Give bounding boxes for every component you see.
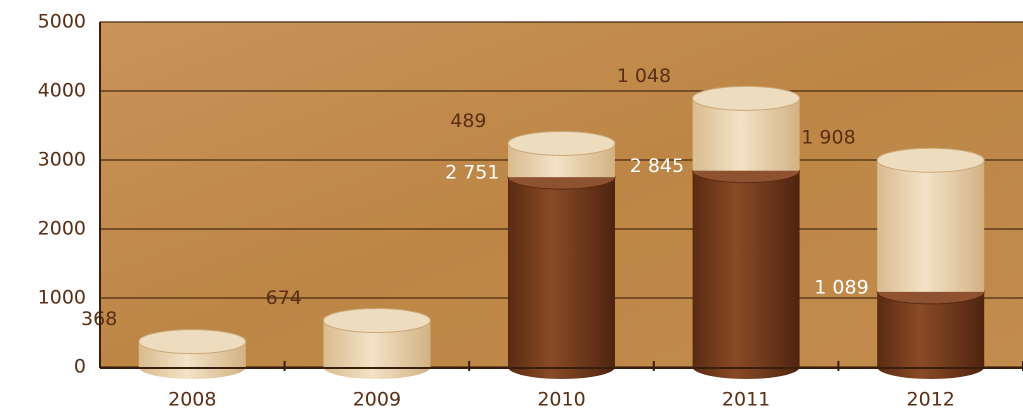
y-tick-label: 4000	[38, 80, 86, 102]
cylinder-top	[322, 307, 431, 333]
y-tick-label: 3000	[38, 149, 86, 171]
x-tick-label: 2010	[537, 389, 585, 411]
value-label: 674	[266, 287, 302, 309]
bar	[877, 291, 985, 367]
y-tick-label: 2000	[38, 218, 86, 240]
value-label: 1 089	[814, 276, 868, 298]
y-tick-label: 0	[74, 356, 86, 378]
bar	[508, 177, 615, 367]
cylinder-top	[876, 147, 985, 173]
cylinder-top	[692, 85, 801, 111]
value-label: 1 048	[617, 65, 671, 87]
x-tick-label: 2008	[168, 389, 216, 411]
x-tick-label: 2012	[907, 389, 955, 411]
y-tick-label: 1000	[38, 287, 86, 309]
y-tick-label: 5000	[38, 11, 86, 33]
value-label: 2 845	[630, 155, 684, 177]
value-label: 2 751	[445, 162, 499, 184]
value-label: 489	[450, 110, 486, 132]
value-label: 1 908	[801, 127, 855, 149]
x-tick-label: 2009	[353, 389, 401, 411]
x-tick-label: 2011	[722, 389, 770, 411]
cylinder-top	[138, 329, 247, 355]
cylinder-top	[507, 130, 616, 156]
bar	[877, 160, 985, 292]
bar	[692, 170, 800, 367]
